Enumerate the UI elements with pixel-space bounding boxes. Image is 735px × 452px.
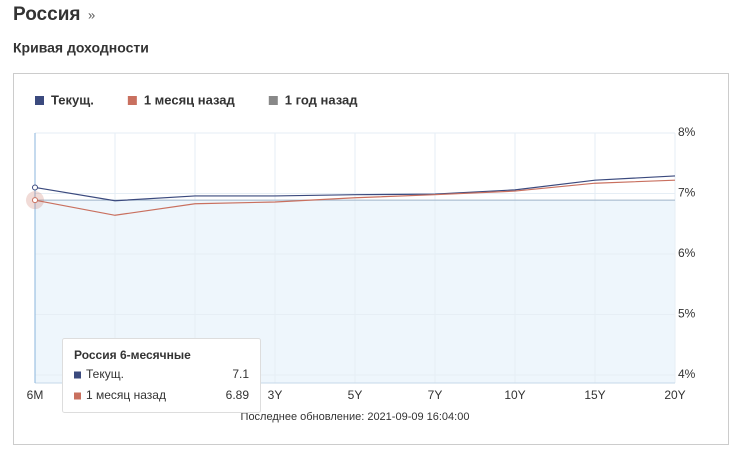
series-line <box>34 175 676 202</box>
x-tick-label: 7Y <box>428 388 443 402</box>
tooltip-swatch <box>74 371 81 379</box>
section-title: Кривая доходности <box>13 40 149 56</box>
y-tick-label: 8% <box>678 125 696 139</box>
legend-swatch[interactable] <box>35 96 44 105</box>
tooltip <box>62 338 261 413</box>
hover-point <box>32 184 38 191</box>
y-tick-label: 5% <box>678 307 696 321</box>
legend-swatch[interactable] <box>268 96 278 105</box>
legend-swatch[interactable] <box>127 96 137 105</box>
x-tick-label: 5Y <box>348 388 363 402</box>
tooltip-swatch <box>74 392 81 400</box>
title-arrow[interactable]: » <box>88 7 95 22</box>
x-tick-label: 6M <box>27 388 44 402</box>
y-tick-label: 4% <box>678 367 696 381</box>
page-title: Россия <box>13 4 80 25</box>
x-tick-label: 15Y <box>584 388 605 402</box>
tooltip-name: Текущ. <box>86 367 124 381</box>
hover-point <box>32 197 38 204</box>
x-tick-label: 20Y <box>664 388 685 402</box>
footer: Последнее обновление: 2021-09-09 16:04:0… <box>241 411 470 423</box>
series-line <box>34 179 676 216</box>
legend-label[interactable]: 1 месяц назад <box>144 92 236 107</box>
legend-label[interactable]: 1 год назад <box>285 92 358 107</box>
tooltip-value: 6.89 <box>226 388 250 402</box>
x-tick-label: 3Y <box>268 388 283 402</box>
tooltip-name: 1 месяц назад <box>86 388 166 402</box>
y-tick-label: 6% <box>678 246 696 260</box>
x-tick-label: 10Y <box>504 388 525 402</box>
tooltip-title: Россия 6-месячные <box>74 348 191 362</box>
y-tick-label: 7% <box>678 186 696 200</box>
tooltip-value: 7.1 <box>232 367 249 381</box>
legend-label[interactable]: Текущ. <box>51 92 94 107</box>
